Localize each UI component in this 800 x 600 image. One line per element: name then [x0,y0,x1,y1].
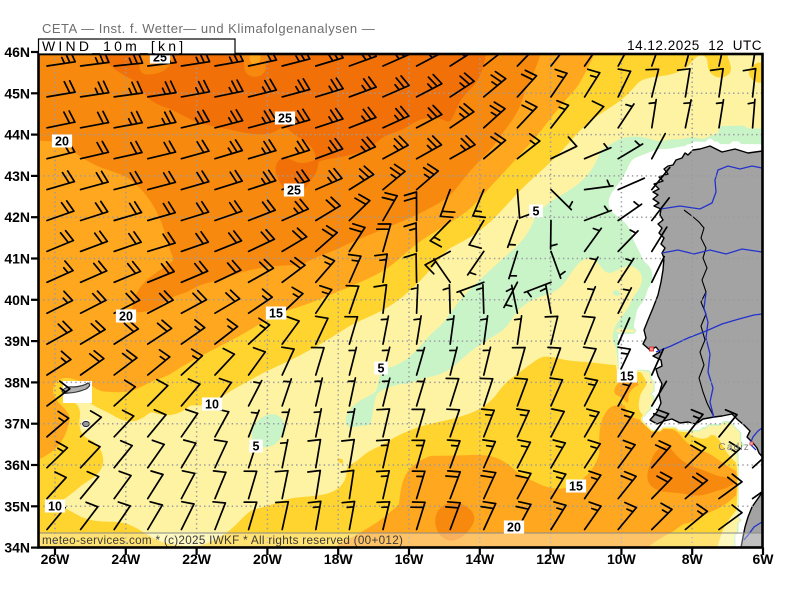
svg-text:5: 5 [378,362,385,376]
svg-text:6W: 6W [753,551,775,567]
svg-text:35N: 35N [4,498,30,514]
svg-text:CETA — Inst. f. Wetter— und Kl: CETA — Inst. f. Wetter— und Klimafolgena… [42,21,375,36]
svg-text:15: 15 [269,307,283,321]
svg-text:15: 15 [620,370,634,384]
svg-text:20: 20 [507,521,521,535]
svg-text:39N: 39N [4,333,30,349]
svg-text:20: 20 [119,310,133,324]
svg-text:46N: 46N [4,44,30,60]
svg-text:8W: 8W [682,551,704,567]
svg-text:15: 15 [569,480,583,494]
svg-text:43N: 43N [4,168,30,184]
svg-text:38N: 38N [4,374,30,390]
svg-text:12W: 12W [536,551,566,567]
svg-text:37N: 37N [4,416,30,432]
svg-text:14W: 14W [465,551,495,567]
svg-text:18W: 18W [324,551,354,567]
svg-text:meteo-services.com * (c)2025 I: meteo-services.com * (c)2025 IWKF * All … [42,534,403,547]
svg-text:36N: 36N [4,457,30,473]
svg-text:34N: 34N [4,540,30,556]
svg-text:10: 10 [48,500,62,514]
svg-text:42N: 42N [4,209,30,225]
svg-text:WIND_10m_[kn]: WIND_10m_[kn] [42,38,186,54]
svg-text:10W: 10W [607,551,637,567]
svg-text:26W: 26W [41,551,71,567]
svg-text:41N: 41N [4,251,30,267]
svg-text:24W: 24W [111,551,141,567]
svg-text:5: 5 [253,440,260,454]
svg-text:14.12.2025 12 UTC: 14.12.2025 12 UTC [627,38,762,53]
svg-text:10: 10 [205,398,219,412]
svg-text:45N: 45N [4,85,30,101]
svg-text:Cadiz: Cadiz [718,442,750,453]
svg-text:20: 20 [55,135,69,149]
svg-text:20W: 20W [253,551,283,567]
svg-text:44N: 44N [4,127,30,143]
svg-text:22W: 22W [182,551,212,567]
svg-text:16W: 16W [395,551,425,567]
svg-text:25: 25 [153,51,167,65]
svg-text:25: 25 [278,112,292,126]
svg-text:5: 5 [533,205,540,219]
svg-text:40N: 40N [4,292,30,308]
svg-text:25: 25 [287,184,301,198]
